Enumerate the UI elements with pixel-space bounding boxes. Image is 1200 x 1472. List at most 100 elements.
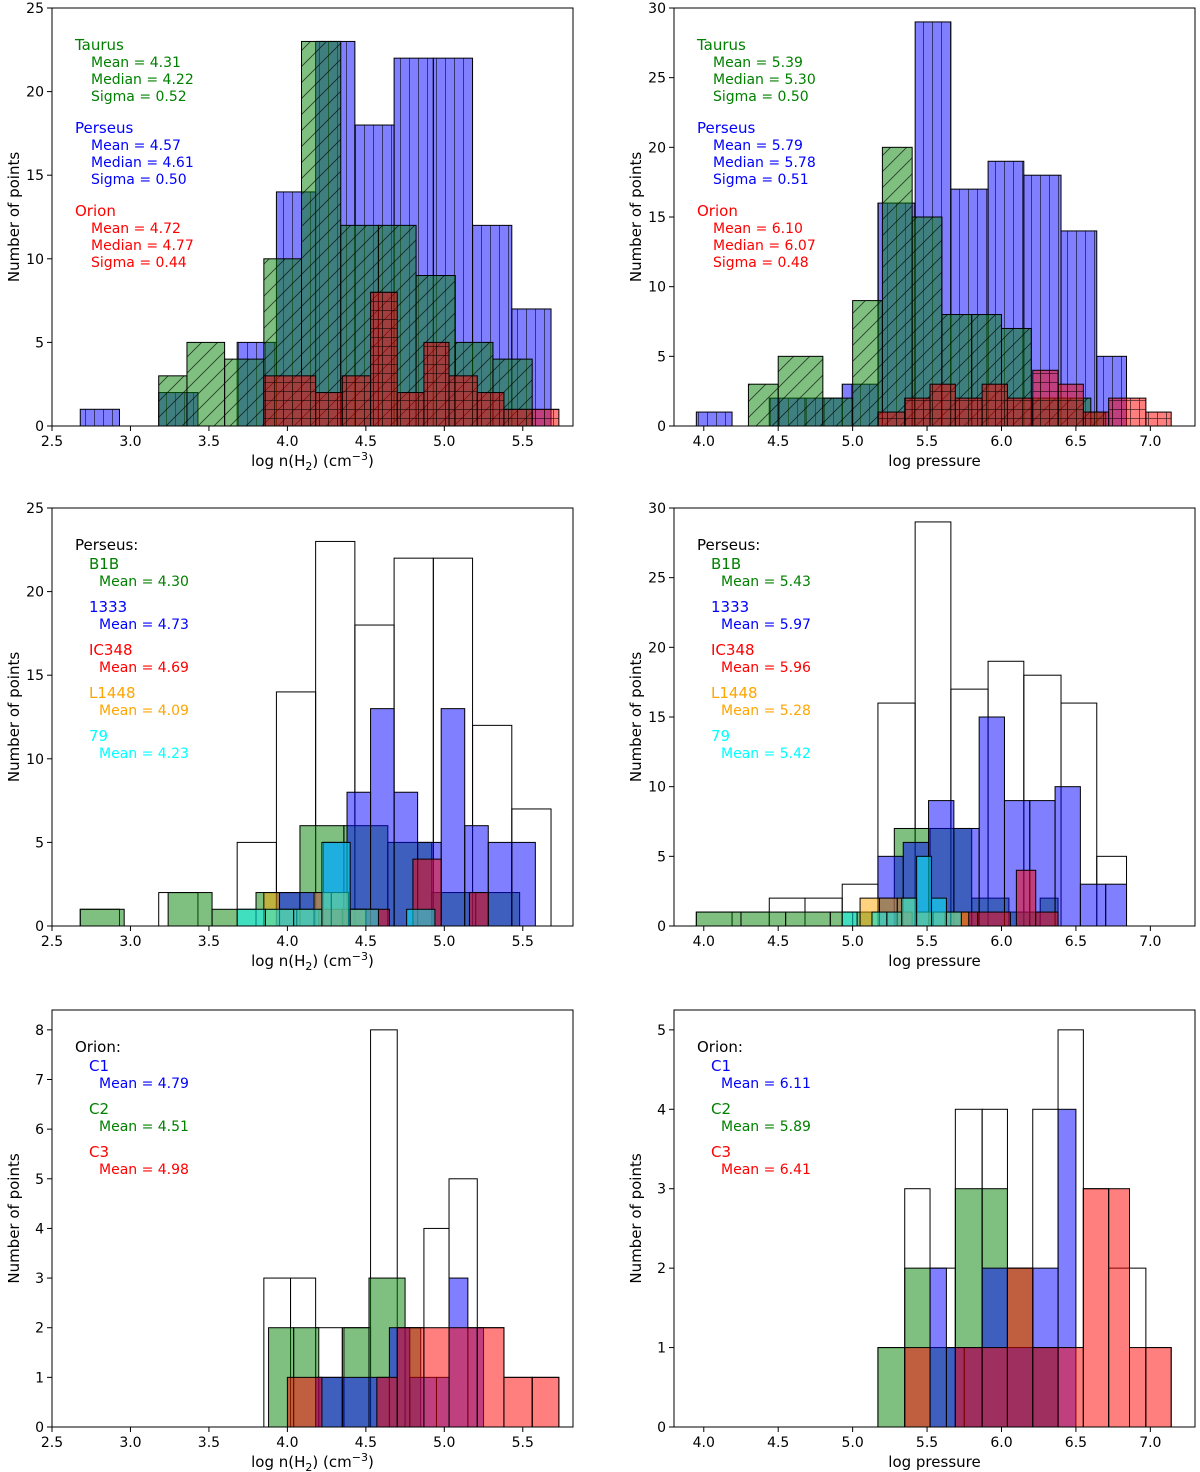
histogram-bar (1035, 911, 1059, 926)
axes-frame (51, 7, 574, 427)
histogram-bar (376, 1376, 398, 1427)
histogram-bar (904, 1347, 931, 1427)
histogram-bar-hatch (1145, 412, 1172, 426)
y-tick-label: 15 (648, 210, 666, 226)
x-tick-label: 5.0 (841, 434, 863, 450)
histogram-bar (341, 1376, 370, 1427)
chart-svg: 2.5 3.0 3.5 4.0 4.5 5.0 5.5 0 1 2 3 4 5 6 7 8 log n(H2) … (5, 1009, 574, 1472)
annotation-stat-line: Sigma = 0.50 (713, 89, 809, 105)
y-tick-label: 5 (657, 849, 666, 865)
annotation-group-label: Taurus (74, 36, 124, 54)
histogram-bar (978, 716, 1005, 926)
x-tick-label: 2.5 (41, 1435, 63, 1451)
x-tick-label: 5.5 (512, 434, 534, 450)
annotation-stat-line: Mean = 4.72 (91, 221, 181, 237)
x-tick-label: 5.0 (841, 934, 863, 950)
histogram-bar (931, 897, 947, 926)
annotation-group-label: IC348 (711, 641, 755, 659)
histogram-bar (1105, 883, 1128, 926)
x-tick-label: 3.5 (198, 434, 220, 450)
y-tick-label: 5 (657, 349, 666, 365)
bars-layer (877, 1029, 1172, 1427)
annotation-stat-line: Mean = 4.98 (99, 1162, 189, 1178)
histogram-bar (1057, 1347, 1084, 1427)
histogram-bar (264, 908, 295, 926)
annotation-stat-line: Mean = 5.79 (713, 138, 803, 154)
histogram-bar (871, 911, 888, 926)
y-tick-label: 2 (35, 1321, 44, 1337)
histogram-bar (953, 827, 980, 926)
x-tick-label: 5.0 (433, 1435, 455, 1451)
y-tick-label: 15 (26, 168, 44, 184)
histogram-bar (370, 1029, 398, 1427)
histogram-bar (740, 911, 787, 926)
histogram-bar (916, 855, 933, 926)
x-tick-label: 4.5 (355, 934, 377, 950)
y-tick-label: 7 (35, 1073, 44, 1089)
histogram-bar (1054, 786, 1081, 926)
annotation-group-label: C2 (89, 1100, 109, 1118)
y-tick-label: 1 (657, 1341, 666, 1357)
x-tick-label: 7.0 (1139, 434, 1161, 450)
annotation-stat-line: Sigma = 0.52 (91, 89, 187, 105)
x-tick-label: 4.5 (355, 1435, 377, 1451)
annotation-stat-line: Mean = 5.43 (721, 574, 811, 590)
histogram-bar-hatch (423, 342, 450, 426)
histogram-bar (981, 1347, 1008, 1427)
x-tick-label: 6.0 (990, 1435, 1012, 1451)
annotation-stat-line: Mean = 5.42 (721, 746, 811, 762)
y-tick-label: 0 (657, 419, 666, 435)
y-tick-label: 25 (648, 71, 666, 87)
annotation-group-label: Taurus (696, 36, 746, 54)
y-tick-label: 30 (648, 1, 666, 17)
y-tick-label: 5 (35, 335, 44, 351)
chart-svg: 2.5 3.0 3.5 4.0 4.5 5.0 5.5 0 5 10 15 20 25 log n(H2)… (5, 1, 574, 472)
y-axis-label: Number of points (5, 1153, 23, 1284)
annotation-stat-line: Mean = 6.11 (721, 1076, 811, 1092)
axes-frame (51, 1009, 574, 1428)
annotation-group-label: C3 (89, 1143, 109, 1161)
histogram-bar (286, 1376, 323, 1427)
x-tick-label: 5.0 (433, 434, 455, 450)
y-tick-label: 4 (657, 1102, 666, 1118)
x-tick-label: 5.0 (433, 934, 455, 950)
x-tick-label: 2.5 (41, 434, 63, 450)
histogram-bar (1079, 883, 1107, 926)
histogram-bar-hatch (224, 359, 264, 426)
x-tick-label: 6.5 (1065, 1435, 1087, 1451)
histogram-bar-hatch (158, 375, 187, 426)
histogram-bar-hatch (477, 392, 504, 426)
histogram-bar (1108, 1188, 1131, 1427)
annotation-stat-line: Median = 4.22 (91, 72, 194, 88)
histogram-bar (1145, 1347, 1172, 1427)
annotation-stat-line: Mean = 6.10 (713, 221, 803, 237)
y-tick-label: 20 (26, 585, 44, 601)
annotation-group-label: C1 (89, 1057, 109, 1075)
y-tick-label: 20 (26, 85, 44, 101)
x-tick-label: 4.0 (276, 1435, 298, 1451)
histogram-bar (977, 911, 1011, 926)
histogram-bar-hatch (342, 375, 371, 426)
annotation-stat-line: Mean = 5.39 (713, 55, 803, 71)
histogram-bar (487, 841, 513, 926)
histogram-bar (236, 908, 266, 926)
annotation-group-label: Orion (697, 202, 738, 220)
histogram-bar-hatch (449, 375, 478, 426)
histogram-bar (406, 908, 436, 926)
annotation-group-label: Orion (75, 202, 116, 220)
x-tick-label: 3.0 (119, 434, 141, 450)
annotation-stat-line: Mean = 4.57 (91, 138, 181, 154)
y-tick-label: 30 (648, 501, 666, 517)
histogram-bar (1129, 1347, 1147, 1427)
chart-svg: 4.0 4.5 5.0 5.5 6.0 6.5 7.0 0 5 10 15 20 25 30 log pre… (627, 501, 1196, 970)
y-tick-label: 25 (26, 501, 44, 517)
histogram-bar (511, 841, 536, 926)
x-tick-label: 6.5 (1065, 434, 1087, 450)
series-79 (236, 841, 436, 926)
annotation-stat-line: Mean = 6.41 (721, 1162, 811, 1178)
histogram-bar (841, 911, 858, 926)
x-tick-label: 3.5 (198, 934, 220, 950)
x-tick-label: 4.5 (767, 934, 789, 950)
histogram-bar (293, 908, 323, 926)
